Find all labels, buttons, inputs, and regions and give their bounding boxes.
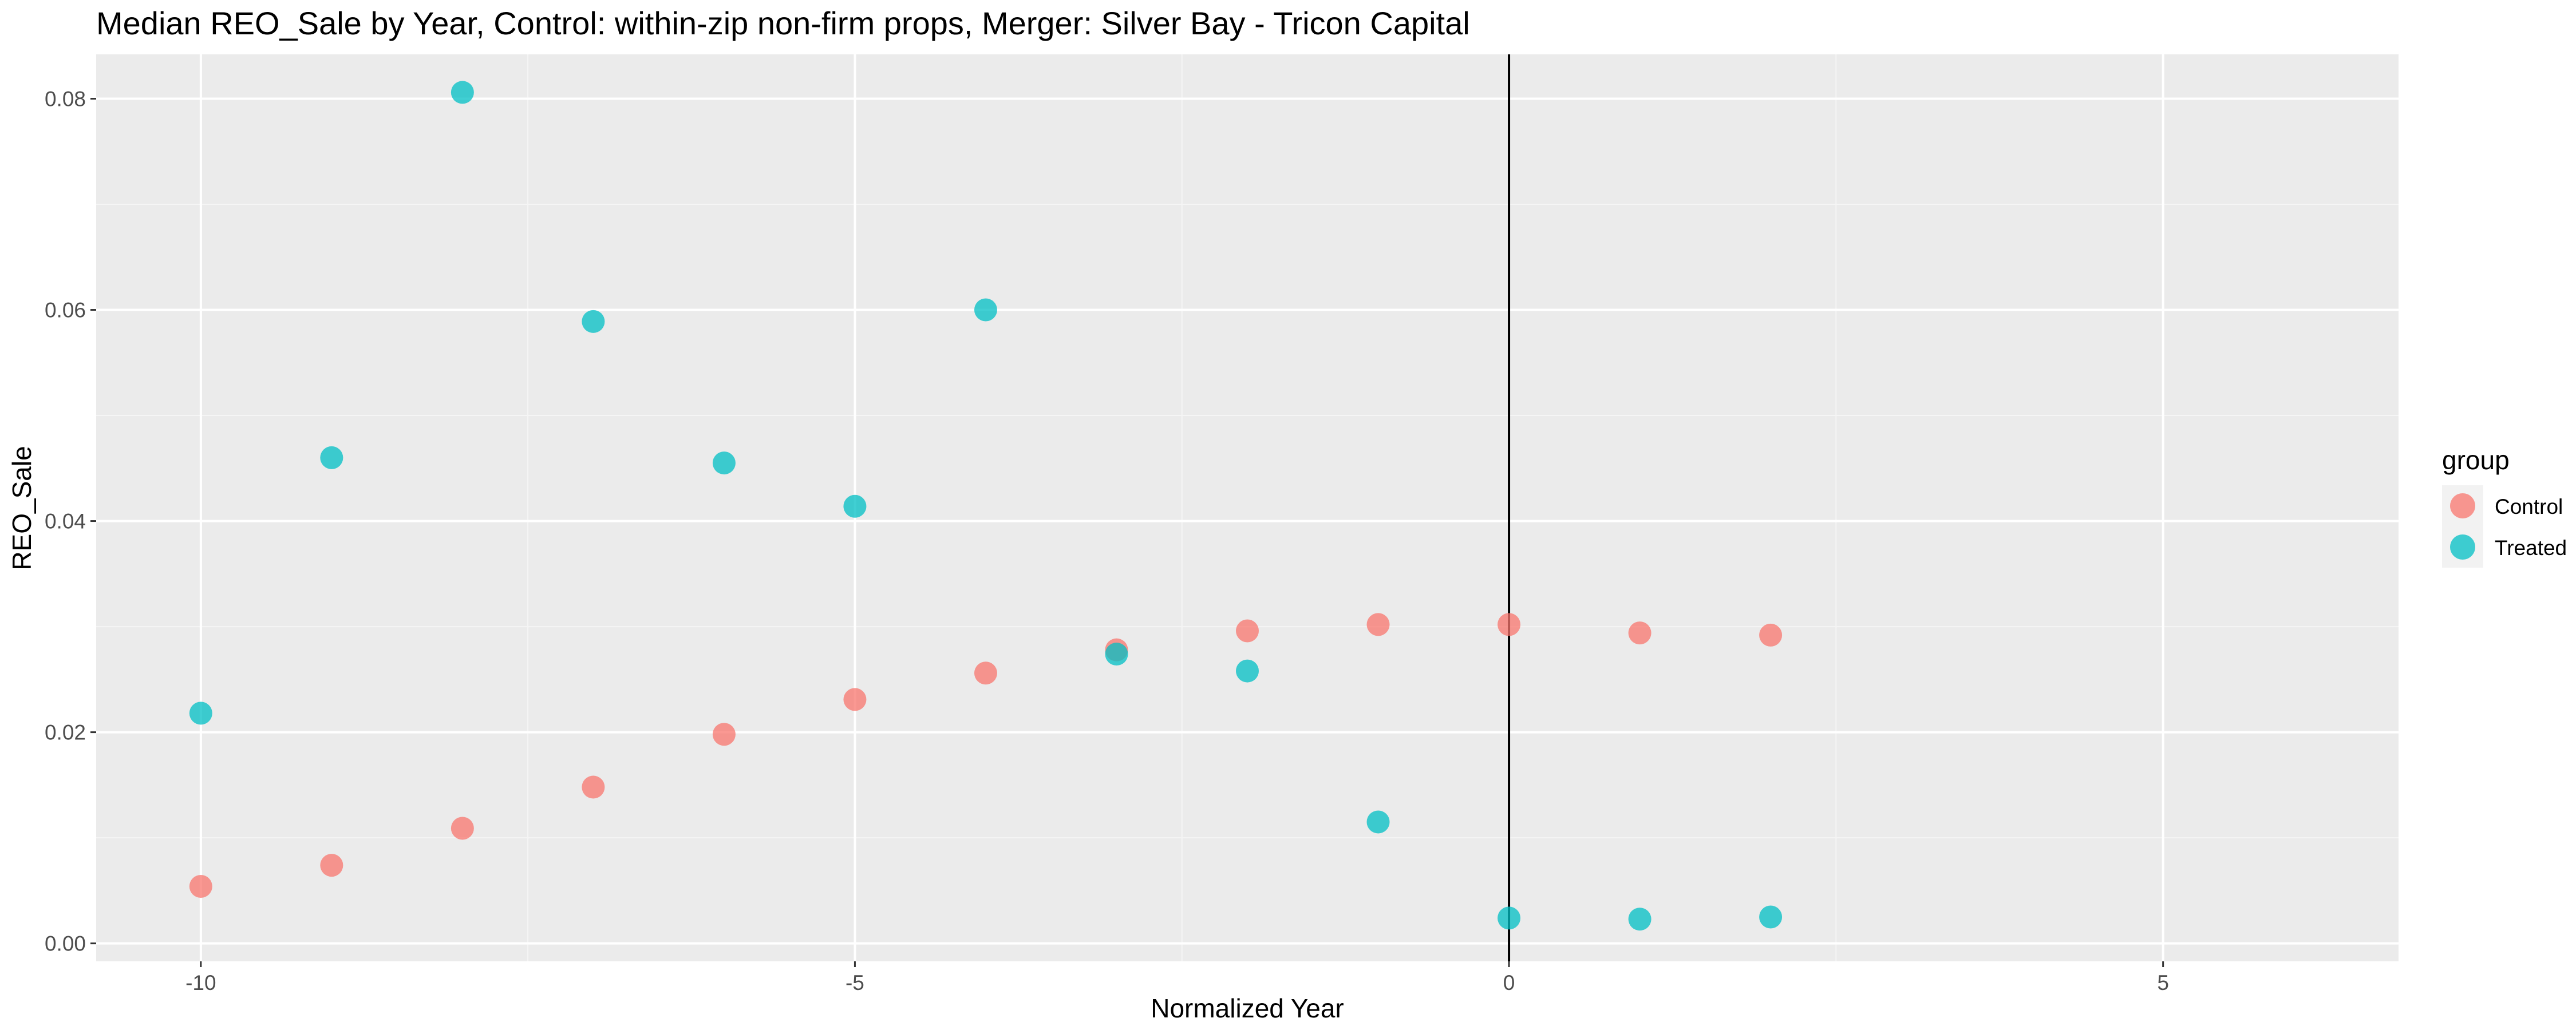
data-point-control — [843, 688, 867, 711]
x-tick-label: -5 — [846, 971, 864, 995]
data-point-control — [1498, 613, 1521, 636]
plot-panel — [96, 54, 2399, 961]
legend-title: group — [2442, 445, 2510, 475]
data-point-treated — [1628, 908, 1652, 931]
data-point-treated — [1498, 906, 1521, 930]
data-points — [189, 81, 1783, 931]
x-tick-label: -10 — [185, 971, 216, 995]
legend: group Control Treated — [2442, 445, 2567, 568]
data-point-treated — [1366, 810, 1390, 834]
data-point-treated — [974, 298, 997, 322]
x-axis-ticks: -10 -5 0 5 — [185, 961, 2169, 995]
legend-key-control — [2450, 493, 2475, 518]
y-tick-label: 0.08 — [45, 87, 86, 110]
data-point-treated — [1236, 659, 1259, 683]
legend-key-treated — [2450, 534, 2475, 560]
data-point-control — [1628, 621, 1652, 645]
data-point-control — [189, 874, 212, 898]
data-point-control — [974, 661, 997, 685]
y-tick-label: 0.06 — [45, 299, 86, 322]
data-point-control — [320, 854, 343, 877]
data-point-control — [1759, 623, 1783, 647]
data-point-control — [451, 817, 474, 840]
x-tick-label: 0 — [1503, 971, 1515, 995]
data-point-treated — [451, 81, 474, 104]
data-point-treated — [582, 310, 605, 333]
legend-label-treated: Treated — [2495, 536, 2567, 560]
data-point-control — [1236, 619, 1259, 643]
legend-label-control: Control — [2495, 495, 2563, 518]
major-gridlines — [96, 54, 2399, 961]
x-tick-label: 5 — [2157, 971, 2169, 995]
data-point-control — [712, 723, 736, 746]
y-tick-label: 0.04 — [45, 510, 86, 533]
y-tick-label: 0.02 — [45, 721, 86, 744]
data-point-treated — [843, 494, 867, 518]
chart-title: Median REO_Sale by Year, Control: within… — [96, 5, 1470, 41]
y-tick-label: 0.00 — [45, 932, 86, 956]
y-axis-title: REO_Sale — [7, 446, 37, 570]
data-point-treated — [712, 451, 736, 475]
data-point-control — [582, 775, 605, 799]
data-point-treated — [320, 446, 343, 469]
data-point-treated — [1105, 643, 1128, 666]
y-axis-ticks: 0.00 0.02 0.04 0.06 0.08 — [45, 87, 96, 956]
data-point-treated — [1759, 905, 1783, 929]
x-axis-title: Normalized Year — [1151, 993, 1344, 1023]
data-point-treated — [189, 702, 212, 725]
data-point-control — [1366, 613, 1390, 636]
